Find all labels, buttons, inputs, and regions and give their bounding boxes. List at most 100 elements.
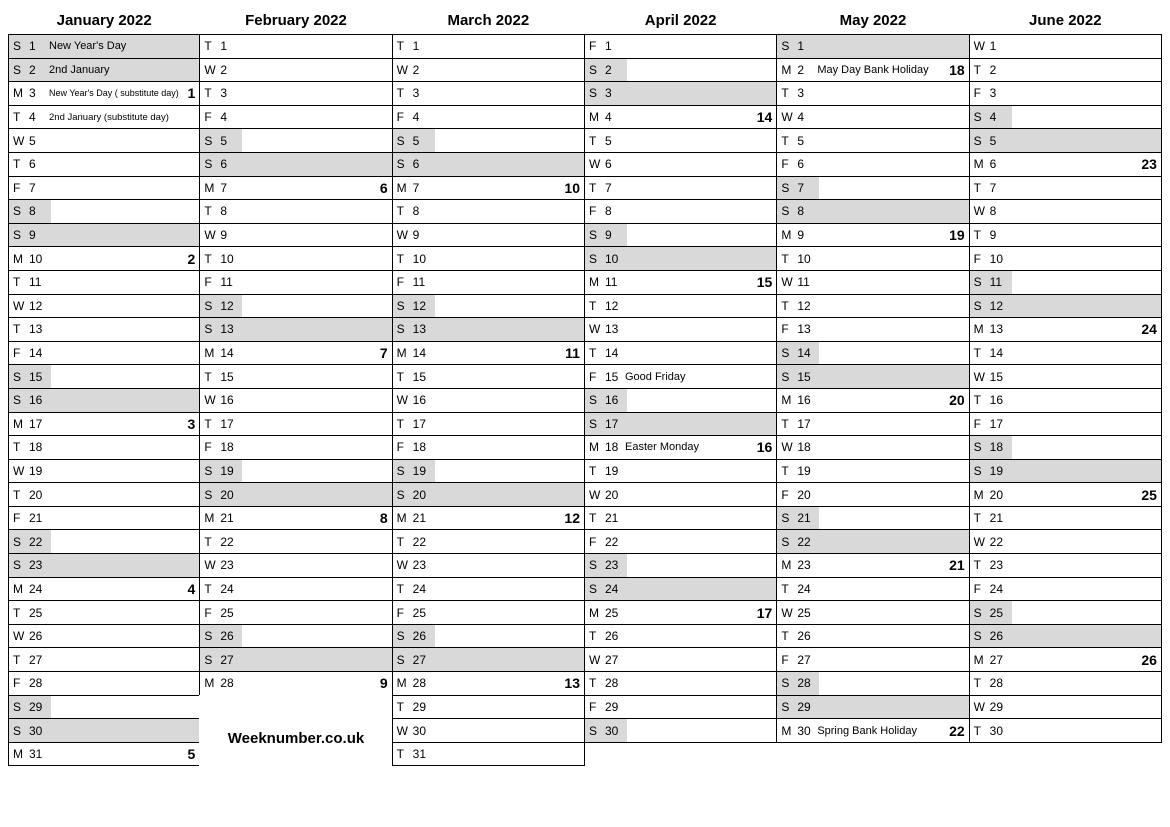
day-number: 15: [990, 370, 1010, 384]
day-of-week: S: [781, 346, 797, 360]
day-of-week: T: [974, 511, 990, 525]
week-number: 16: [753, 439, 773, 455]
day-number: 29: [605, 700, 625, 714]
day-of-week: S: [397, 157, 413, 171]
day-of-week: T: [589, 346, 605, 360]
day-cell: S22: [776, 529, 969, 554]
day-number: 19: [797, 464, 817, 478]
day-of-week: S: [204, 322, 220, 336]
day-of-week: T: [204, 417, 220, 431]
day-of-week: W: [974, 535, 990, 549]
day-cell: T14: [584, 341, 777, 366]
day-number: 6: [220, 157, 240, 171]
day-cell: S6: [392, 152, 585, 177]
day-number: 22: [220, 535, 240, 549]
day-cell: S8: [8, 199, 200, 224]
day-label: May Day Bank Holiday: [817, 64, 945, 76]
day-of-week: F: [974, 582, 990, 596]
day-cell: M289: [199, 671, 392, 696]
day-number: 2: [797, 63, 817, 77]
day-number: 19: [413, 464, 433, 478]
week-number: 21: [945, 557, 965, 573]
day-of-week: S: [204, 464, 220, 478]
week-number: 5: [184, 746, 196, 762]
day-of-week: F: [13, 676, 29, 690]
day-number: 9: [605, 228, 625, 242]
day-of-week: F: [204, 606, 220, 620]
day-cell: W25: [776, 600, 969, 625]
day-number: 24: [413, 582, 433, 596]
day-cell: F4: [392, 105, 585, 130]
day-cell: T28: [969, 671, 1162, 696]
day-cell: F25: [199, 600, 392, 625]
day-number: 24: [797, 582, 817, 596]
empty-cell: [776, 742, 969, 767]
day-number: 12: [220, 299, 240, 313]
day-cell: F8: [584, 199, 777, 224]
day-cell: S19: [392, 459, 585, 484]
day-cell: T13: [8, 317, 200, 342]
day-of-week: W: [204, 393, 220, 407]
day-cell: S18: [969, 435, 1162, 460]
day-cell: F13: [776, 317, 969, 342]
day-number: 8: [990, 204, 1010, 218]
day-label: Good Friday: [625, 371, 772, 383]
day-of-week: W: [13, 629, 29, 643]
day-of-week: S: [781, 535, 797, 549]
day-number: 5: [605, 134, 625, 148]
week-number: 26: [1137, 652, 1157, 668]
day-cell: M414: [584, 105, 777, 130]
day-number: 11: [29, 275, 49, 289]
day-of-week: F: [13, 511, 29, 525]
day-cell: M1411: [392, 341, 585, 366]
week-number: 1: [184, 85, 196, 101]
day-of-week: S: [974, 464, 990, 478]
day-cell: S9: [584, 223, 777, 248]
day-cell: F28: [8, 671, 200, 696]
day-cell: S3: [584, 81, 777, 106]
day-cell: T16: [969, 388, 1162, 413]
day-of-week: W: [13, 134, 29, 148]
day-cell: W23: [392, 553, 585, 578]
day-number: 28: [413, 676, 433, 690]
day-number: 15: [413, 370, 433, 384]
day-of-week: T: [13, 440, 29, 454]
empty-cell: [584, 742, 777, 767]
day-number: 1: [29, 39, 49, 53]
day-of-week: M: [974, 322, 990, 336]
day-of-week: T: [397, 535, 413, 549]
day-of-week: T: [974, 181, 990, 195]
day-number: 12: [605, 299, 625, 313]
day-number: 24: [990, 582, 1010, 596]
day-cell: W16: [392, 388, 585, 413]
day-number: 3: [990, 86, 1010, 100]
day-of-week: T: [589, 181, 605, 195]
week-number: 12: [560, 510, 580, 526]
day-number: 21: [29, 511, 49, 525]
day-of-week: S: [781, 39, 797, 53]
day-cell: T8: [199, 199, 392, 224]
day-cell: M3New Year's Day ( substitute day)1: [8, 81, 200, 106]
week-number: 2: [184, 251, 196, 267]
day-of-week: S: [589, 582, 605, 596]
day-of-week: T: [781, 299, 797, 313]
month-column: February 2022T1W2T3F4S5S6M76T8W9T10F11S1…: [200, 8, 392, 766]
day-of-week: T: [974, 228, 990, 242]
day-of-week: W: [397, 393, 413, 407]
day-of-week: T: [974, 558, 990, 572]
day-number: 17: [797, 417, 817, 431]
day-number: 9: [797, 228, 817, 242]
day-number: 23: [220, 558, 240, 572]
day-cell: W6: [584, 152, 777, 177]
day-number: 20: [797, 488, 817, 502]
day-number: 10: [29, 252, 49, 266]
day-number: 24: [605, 582, 625, 596]
day-cell: M1115: [584, 270, 777, 295]
day-of-week: T: [974, 393, 990, 407]
day-of-week: T: [13, 157, 29, 171]
week-number: 20: [945, 392, 965, 408]
day-of-week: F: [589, 370, 605, 384]
day-number: 19: [990, 464, 1010, 478]
day-cell: F25: [392, 600, 585, 625]
day-of-week: M: [781, 724, 797, 738]
